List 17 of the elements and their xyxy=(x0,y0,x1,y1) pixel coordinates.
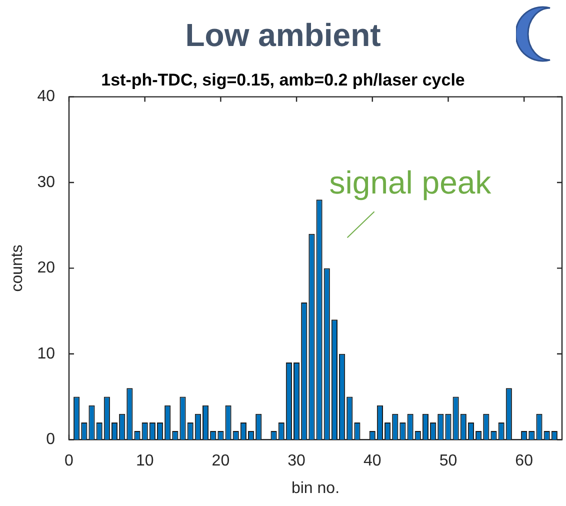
y-tick-label: 40 xyxy=(37,88,56,106)
x-tick-label: 10 xyxy=(136,452,154,470)
chart-title: Low ambient xyxy=(185,17,382,54)
y-axis-title: counts xyxy=(9,244,26,292)
y-tick-label: 30 xyxy=(37,174,56,191)
x-tick-label: 30 xyxy=(288,452,306,470)
x-tick-label: 50 xyxy=(439,452,458,470)
annotation: signal peak xyxy=(329,164,492,201)
x-tick-label: 40 xyxy=(363,452,382,470)
x-tick-label: 0 xyxy=(64,452,74,470)
x-tick-label: 20 xyxy=(212,452,230,470)
x-tick-label: 60 xyxy=(515,452,534,470)
y-tick-label: 10 xyxy=(37,345,56,362)
x-axis-title: bin no. xyxy=(291,480,340,497)
y-tick-label: 20 xyxy=(37,260,56,277)
chart-subtitle: 1st-ph-TDC, sig=0.15, amb=0.2 ph/laser cycle xyxy=(101,70,465,90)
y-tick-label: 0 xyxy=(46,431,56,448)
